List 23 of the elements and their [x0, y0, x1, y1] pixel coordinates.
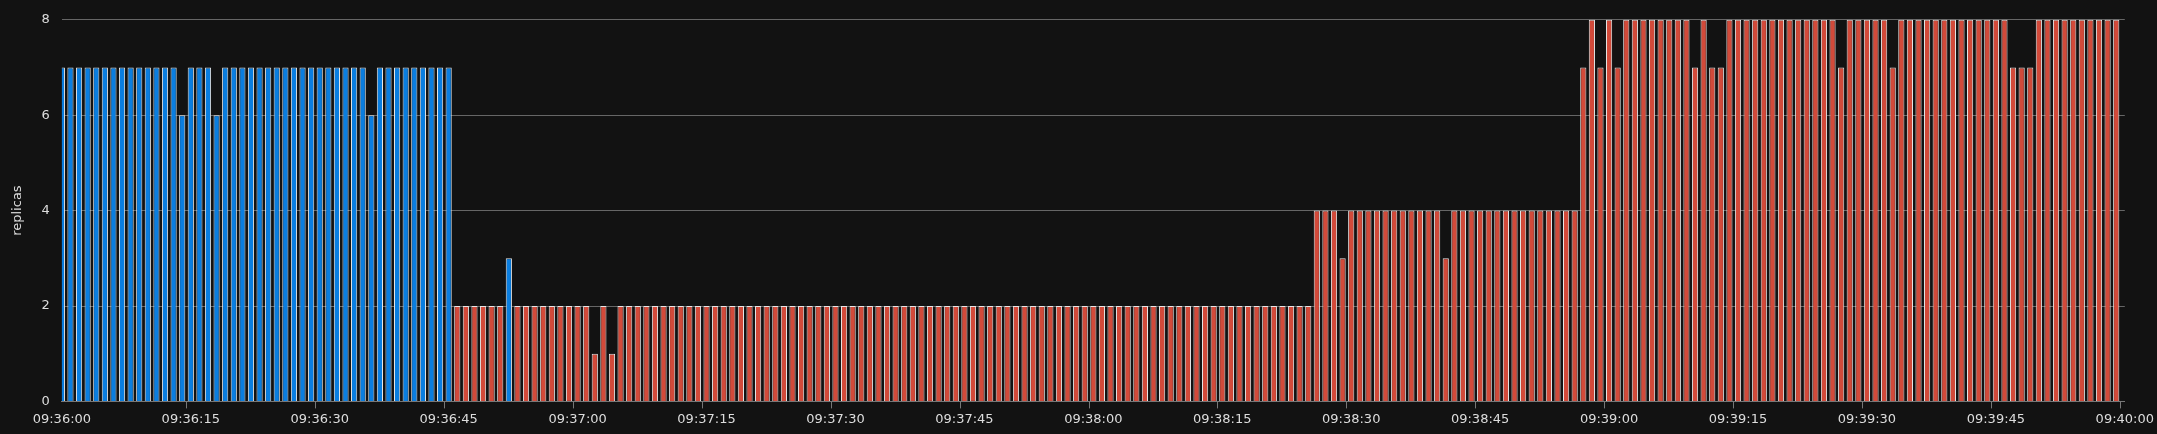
- x-tick-label: 09:38:45: [1450, 410, 1510, 426]
- x-tick-label: 09:39:00: [1579, 410, 1639, 426]
- y-tick-label: 8: [41, 11, 50, 27]
- x-tick-label: 09:37:00: [548, 410, 607, 426]
- x-tick-label: 09:36:30: [290, 410, 349, 426]
- y-tick-label: 4: [41, 201, 50, 217]
- x-tick-label: 09:36:45: [419, 410, 478, 426]
- x-tick-label: 09:39:45: [1966, 410, 2026, 426]
- x-tick-label: 09:39:30: [1837, 410, 1897, 426]
- x-tick-label: 09:38:15: [1193, 410, 1252, 426]
- x-tick-label: 09:36:15: [161, 410, 220, 426]
- x-tick-label: 09:36:00: [32, 410, 92, 426]
- x-tick-label: 09:37:15: [677, 410, 736, 426]
- x-tick-label: 09:38:00: [1064, 410, 1123, 426]
- x-tick-label: 09:40:00: [2095, 410, 2154, 426]
- y-tick-label: 0: [41, 392, 50, 408]
- x-tick-label: 09:37:30: [806, 410, 865, 426]
- x-tick-label: 09:37:45: [935, 410, 994, 426]
- y-tick-label: 6: [41, 106, 50, 122]
- y-axis-title: replicas: [9, 185, 25, 236]
- x-tick-label: 09:38:30: [1322, 410, 1381, 426]
- x-tick-label: 09:39:15: [1708, 410, 1768, 426]
- y-tick-label: 2: [41, 297, 50, 313]
